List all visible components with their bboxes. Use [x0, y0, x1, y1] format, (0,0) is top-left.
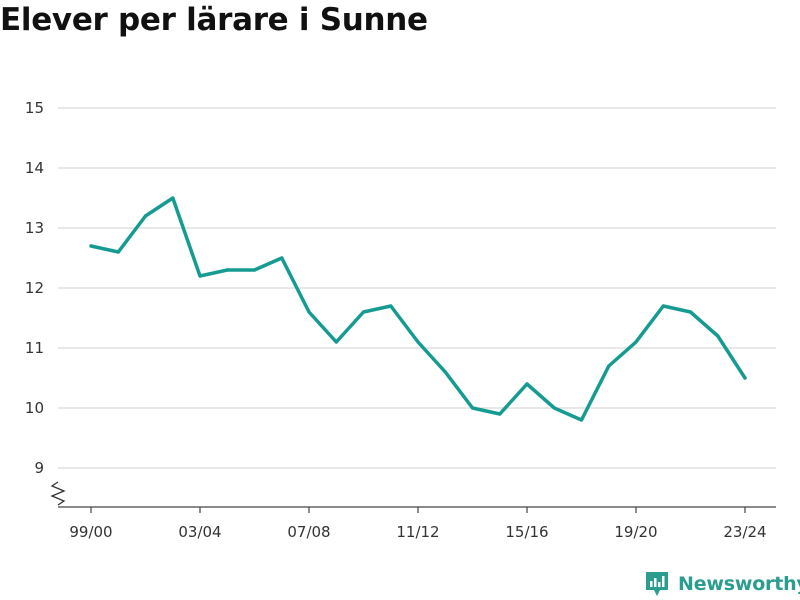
data-point: [416, 340, 420, 344]
y-tick-label-12: 12: [25, 279, 44, 297]
newsworthy-icon: [646, 572, 668, 596]
data-point: [443, 370, 447, 374]
axis-break-icon: [50, 481, 66, 506]
data-point: [688, 310, 693, 314]
y-axis: 9 10 11 12 13 14 15: [25, 99, 44, 477]
data-point: [525, 382, 529, 386]
x-tick-label: 19/20: [614, 523, 657, 541]
x-axis: 99/00 03/04 07/08 11/12 15/16 19/20 23/24: [50, 481, 776, 541]
brand-logo: Newsworthy: [644, 570, 800, 598]
data-point: [743, 376, 747, 380]
x-tick-label: 07/08: [287, 523, 330, 541]
brand-name: Newsworthy: [678, 573, 800, 595]
x-tick-label: 11/12: [396, 523, 439, 541]
data-point: [143, 214, 148, 218]
data-point: [171, 196, 175, 200]
data-point: [470, 406, 475, 410]
data-point: [252, 268, 257, 272]
data-point: [579, 418, 584, 422]
series-line-0: [89, 196, 747, 422]
series-layer: [89, 196, 747, 422]
data-point: [661, 304, 665, 308]
data-point: [716, 334, 720, 338]
y-tick-label-13: 13: [25, 219, 44, 237]
y-tick-label-15: 15: [25, 99, 44, 117]
x-tick-label: 03/04: [178, 523, 221, 541]
grid-lines: [58, 107, 776, 469]
x-tick-label: 23/24: [723, 523, 766, 541]
x-tick-label: 15/16: [505, 523, 548, 541]
data-point: [334, 340, 338, 344]
y-tick-label-9: 9: [34, 459, 44, 477]
data-point: [116, 250, 120, 254]
data-point: [89, 244, 93, 248]
data-point: [280, 256, 284, 260]
data-point: [607, 364, 611, 368]
data-point: [198, 274, 202, 278]
data-point: [498, 412, 502, 416]
y-tick-label-10: 10: [25, 399, 44, 417]
data-point: [552, 406, 556, 410]
y-tick-label-11: 11: [25, 339, 44, 357]
data-point: [361, 310, 366, 314]
data-point: [225, 268, 229, 272]
data-point: [634, 340, 638, 344]
x-tick-label: 99/00: [69, 523, 112, 541]
data-point: [389, 304, 393, 308]
y-tick-label-14: 14: [25, 159, 44, 177]
chart-title: Elever per lärare i Sunne: [0, 2, 428, 38]
data-point: [307, 310, 311, 314]
